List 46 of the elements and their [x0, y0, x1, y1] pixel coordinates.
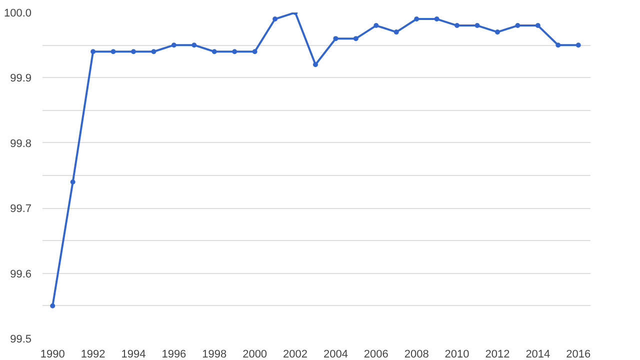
x-tick-label: 1992: [80, 348, 106, 360]
x-tick-label: 1994: [121, 348, 146, 360]
point: [252, 49, 258, 54]
point: [474, 23, 480, 28]
point: [70, 180, 76, 185]
point: [394, 30, 399, 35]
point: [576, 42, 581, 48]
point: [110, 49, 116, 54]
point: [333, 36, 338, 42]
point: [171, 42, 176, 48]
point: [192, 42, 197, 48]
x-tick-label: 2002: [283, 348, 308, 360]
x-tick-label: 1996: [162, 348, 186, 360]
x-tick-label: 2012: [485, 348, 510, 360]
y-tick-label: 99.7: [10, 203, 32, 216]
point: [353, 36, 358, 42]
point: [454, 23, 460, 28]
x-tick-label: 2006: [364, 348, 388, 360]
point: [494, 30, 500, 35]
x-tick-label: 2014: [526, 348, 550, 360]
y-tick-label: 99.8: [10, 138, 32, 150]
x-tick-label: 2004: [323, 348, 348, 360]
point: [374, 23, 379, 28]
point: [50, 303, 56, 308]
point: [535, 23, 540, 28]
point: [515, 23, 520, 28]
point: [212, 49, 217, 54]
point: [414, 16, 420, 22]
x-tick-label: 2000: [242, 348, 268, 360]
point: [151, 49, 156, 54]
point: [272, 16, 278, 22]
point: [312, 62, 318, 68]
point: [434, 16, 440, 22]
y-tick-label: 99.9: [10, 72, 32, 85]
y-tick-label: 99.6: [10, 268, 32, 280]
x-tick-label: 2008: [404, 348, 429, 360]
point: [556, 42, 561, 48]
x-tick-label: 1998: [202, 348, 227, 360]
x-tick-label: 2016: [566, 348, 591, 360]
y-tick-label: 99.5: [10, 334, 32, 346]
y-tick-label: 100.0: [4, 8, 32, 20]
point: [130, 49, 136, 54]
point: [232, 49, 238, 54]
x-tick-label: 2010: [444, 348, 470, 360]
x-tick-label: 1990: [40, 348, 65, 360]
point: [90, 49, 96, 54]
